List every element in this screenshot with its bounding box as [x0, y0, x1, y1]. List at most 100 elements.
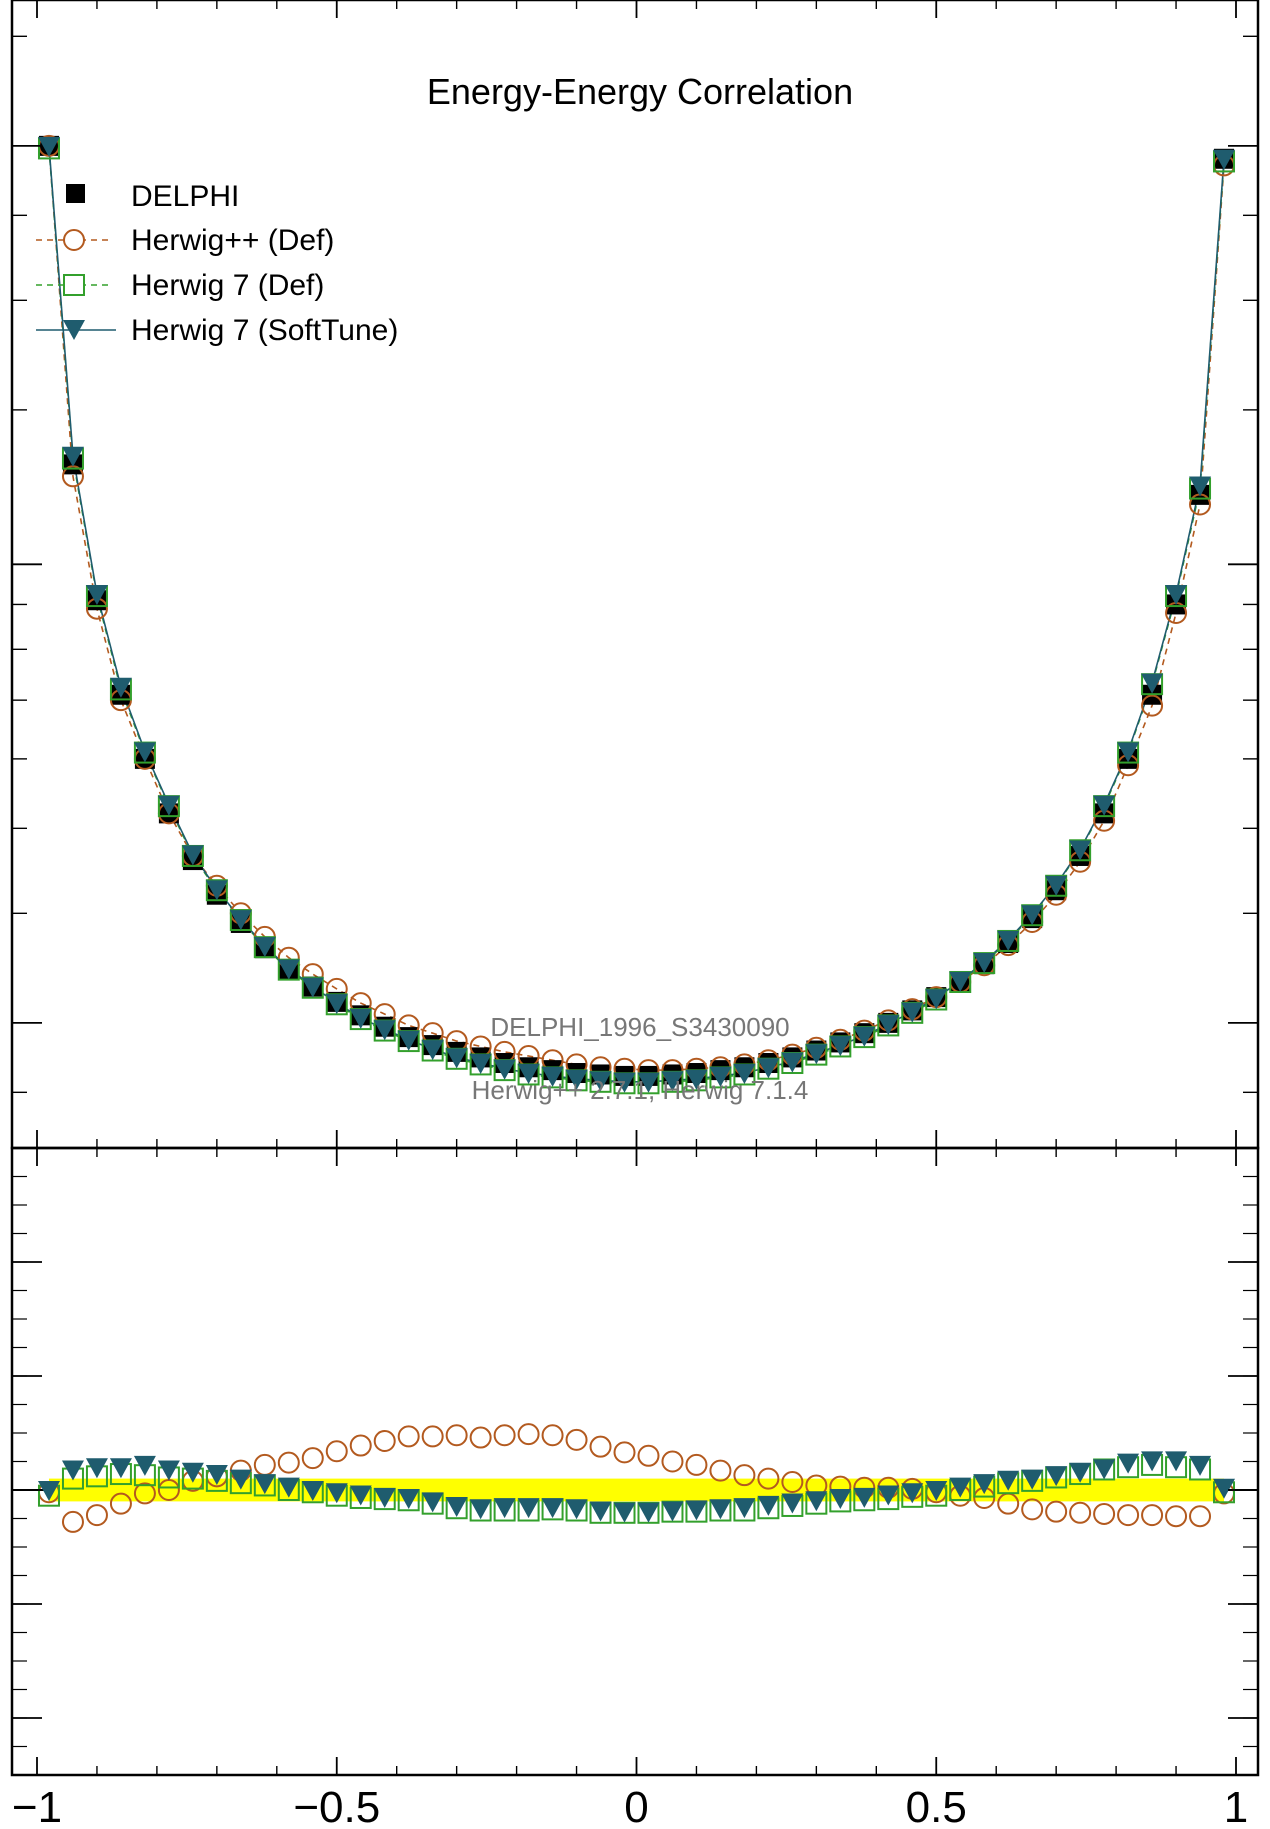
point-herwig-7-softtune	[1069, 1462, 1092, 1483]
point-herwig-7-softtune	[925, 989, 948, 1010]
point-herwig-7-softtune	[61, 446, 84, 467]
point-herwig-7-softtune	[1117, 1453, 1140, 1474]
point-herwig-7-softtune	[613, 1502, 636, 1523]
point-herwig-7-softtune	[1189, 476, 1212, 497]
point-herwig-7-softtune	[253, 1474, 276, 1495]
point-herwig-7-softtune	[997, 930, 1020, 951]
point-herwig-def	[445, 1424, 468, 1447]
point-herwig-7-softtune	[301, 1481, 324, 1501]
point-herwig-7-softtune	[85, 585, 108, 606]
point-herwig-7-softtune	[757, 1058, 780, 1079]
point-herwig-7-softtune	[37, 1481, 60, 1501]
x-tick-label: 0	[624, 1783, 648, 1829]
point-herwig-7-softtune	[181, 845, 204, 866]
legend: DELPHI Herwig++ (Def) Herwig 7 (Def) Her…	[36, 180, 398, 347]
point-herwig-7-softtune	[901, 1002, 924, 1023]
point-herwig-7-softtune	[325, 994, 348, 1015]
reference-annotation: DELPHI_1996_S3430090	[490, 1012, 789, 1042]
point-herwig-7-softtune	[421, 1040, 444, 1061]
point-herwig-7-softtune	[805, 1491, 828, 1512]
point-herwig-7-softtune	[709, 1066, 732, 1087]
point-herwig-7-softtune	[85, 1458, 108, 1479]
x-tick-label: 0.5	[906, 1783, 967, 1829]
point-herwig-7-softtune	[445, 1496, 468, 1517]
point-herwig-7-softtune	[205, 1465, 228, 1486]
point-herwig-7-softtune	[1093, 1459, 1116, 1480]
legend-entry-herwig7-softtune: Herwig 7 (SoftTune)	[36, 314, 398, 347]
point-herwig-def	[685, 1453, 708, 1476]
point-herwig-7-softtune	[157, 795, 180, 816]
point-herwig-7-softtune	[733, 1064, 756, 1085]
point-herwig-7-softtune	[517, 1498, 540, 1519]
point-herwig-7-softtune	[829, 1036, 852, 1057]
point-herwig-7-softtune	[637, 1072, 660, 1093]
point-herwig-7-softtune	[469, 1499, 492, 1520]
axis-ticks: −1 −0.5 0 0.5 1	[12, 0, 1258, 1829]
point-herwig-7-softtune	[565, 1499, 588, 1520]
point-herwig-7-softtune	[1213, 149, 1236, 170]
point-herwig-def	[397, 1425, 420, 1448]
ratio-frame-border	[10, 1146, 1260, 1777]
point-herwig-def	[1141, 1504, 1164, 1527]
point-herwig-7-softtune	[1189, 1455, 1212, 1476]
point-herwig-def	[1189, 1505, 1212, 1528]
point-herwig-7-softtune	[493, 1059, 516, 1080]
point-herwig-def	[1021, 1498, 1044, 1521]
point-herwig-7-softtune	[253, 937, 276, 958]
point-herwig-7-softtune	[397, 1488, 420, 1509]
point-herwig-7-softtune	[877, 1015, 900, 1036]
point-herwig-7-softtune	[421, 1492, 444, 1513]
legend-label: Herwig 7 (Def)	[131, 269, 324, 302]
point-herwig-def	[757, 1467, 780, 1490]
point-herwig-def	[277, 1451, 300, 1474]
point-herwig-7-softtune	[349, 1008, 372, 1029]
point-herwig-7-softtune	[1141, 673, 1164, 694]
main-frame-border	[10, 0, 1260, 1150]
point-herwig-def	[469, 1426, 492, 1449]
point-herwig-7-softtune	[493, 1498, 516, 1519]
point-herwig-7-softtune	[61, 1460, 84, 1481]
point-herwig-def	[85, 1504, 108, 1527]
point-herwig-def	[1093, 1502, 1116, 1525]
point-herwig-7-softtune	[613, 1072, 636, 1093]
point-herwig-7-softtune	[349, 1485, 372, 1506]
generator-annotation: Herwig++ 2.7.1, Herwig 7.1.4	[472, 1075, 809, 1105]
point-herwig-7-softtune	[637, 1502, 660, 1523]
point-herwig-7-softtune	[229, 910, 252, 931]
legend-entry-delphi: DELPHI	[66, 180, 239, 213]
point-herwig-7-softtune	[685, 1500, 708, 1521]
point-herwig-7-softtune	[733, 1498, 756, 1519]
point-herwig-def	[61, 1510, 84, 1533]
point-herwig-7-softtune	[757, 1495, 780, 1516]
legend-marker-open-circle	[63, 229, 85, 251]
point-herwig-7-softtune	[901, 1483, 924, 1504]
point-herwig-def	[517, 1423, 540, 1446]
point-herwig-def	[1141, 694, 1164, 717]
point-herwig-7-softtune	[973, 1474, 996, 1495]
point-herwig-7-softtune	[589, 1501, 612, 1522]
point-herwig-def	[1165, 1505, 1188, 1528]
point-herwig-7-softtune	[1069, 840, 1092, 861]
point-herwig-7-softtune	[1045, 1466, 1068, 1487]
point-herwig-7-softtune	[205, 880, 228, 901]
point-herwig-def	[781, 1471, 804, 1494]
point-herwig-7-softtune	[541, 1066, 564, 1087]
point-herwig-7-softtune	[373, 1020, 396, 1041]
point-herwig-def	[589, 1435, 612, 1458]
point-herwig-7-softtune	[469, 1054, 492, 1075]
legend-entry-herwigpp-def: Herwig++ (Def)	[36, 224, 334, 257]
point-herwig-7-softtune	[373, 1487, 396, 1508]
point-herwig-7-softtune	[133, 742, 156, 763]
point-herwig-7-softtune	[661, 1071, 684, 1092]
point-herwig-def	[373, 1429, 396, 1452]
point-herwig-7-softtune	[805, 1044, 828, 1065]
legend-marker-filled-square	[66, 184, 85, 203]
point-herwig-7-softtune	[397, 1030, 420, 1051]
point-herwig-7-softtune	[877, 1485, 900, 1506]
point-herwig-def	[637, 1444, 660, 1467]
point-herwig-7-softtune	[157, 1460, 180, 1481]
point-herwig-7-softtune	[589, 1071, 612, 1092]
point-herwig-7-softtune	[1165, 1451, 1188, 1472]
point-herwig-7-softtune	[829, 1488, 852, 1509]
